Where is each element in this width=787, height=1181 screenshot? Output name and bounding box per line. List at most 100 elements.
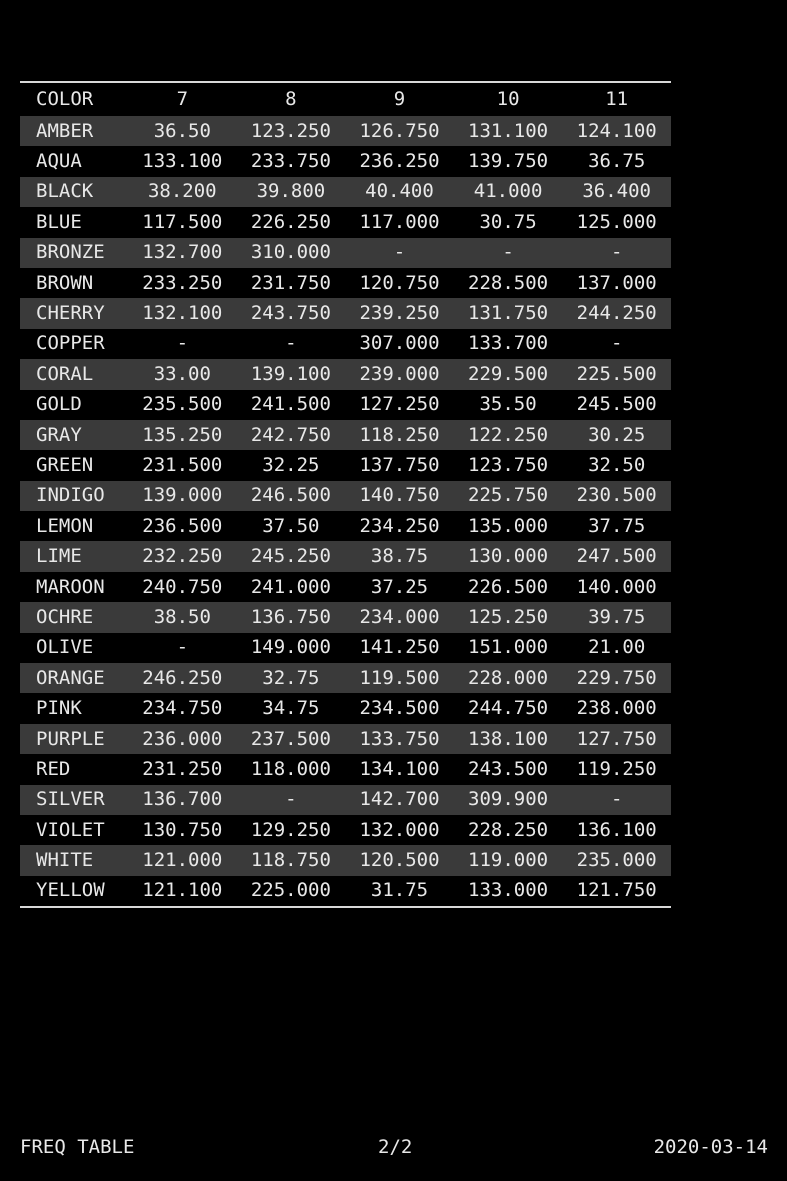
table-row: COPPER - - 307.000 133.700 - [20,328,671,360]
table-cell: 34.75 [262,697,320,720]
row-label: VIOLET [36,818,105,841]
page-number: 2/2 [378,1136,413,1158]
table-cell: 30.25 [588,423,646,446]
table-cell: 36.50 [153,119,211,142]
table-cell: 228.000 [468,666,549,689]
table-row: OCHRE 38.50 136.750 234.000 125.250 39.75 [20,602,671,633]
table-cell: 37.50 [262,514,320,537]
table-cell: 130.750 [142,818,223,841]
table-cell: - [393,241,406,264]
table-cell: 245.500 [576,393,657,416]
table-cell: 41.000 [473,180,543,203]
table-cell: 234.250 [359,514,440,537]
table-cell: 245.250 [250,545,331,568]
table-cell: 136.750 [250,605,331,628]
table-cell: 123.750 [468,453,549,476]
table-cell: 226.250 [250,210,331,233]
table-cell: 234.750 [142,697,223,720]
table-cell: 247.500 [576,545,657,568]
table-row: INDIGO 139.000 246.500 140.750 225.750 230.50… [20,480,671,512]
table-cell: 126.750 [359,119,440,142]
table-cell: 127.750 [576,727,657,750]
row-label: YELLOW [36,879,105,902]
table-cell: 142.700 [359,788,440,811]
column-header-11: 11 [605,88,629,110]
table-cell: 225.750 [468,484,549,507]
table-cell: 119.250 [576,757,657,780]
table-cell: 241.000 [250,575,331,598]
table-cell: 130.000 [468,545,549,568]
table-cell: 307.000 [359,332,440,355]
table-cell: 234.000 [359,605,440,628]
row-label: INDIGO [36,484,105,507]
column-header-10: 10 [496,88,520,110]
table-row: VIOLET 130.750 129.250 132.000 228.250 136.10… [20,814,671,846]
row-label: LEMON [36,514,94,537]
table-cell: 233.750 [250,150,331,173]
table-cell: 118.250 [359,423,440,446]
row-label: RED [36,757,71,780]
table-cell: 230.500 [576,484,657,507]
table-row: YELLOW 121.100 225.000 31.75 133.000 121.750 [20,875,671,908]
row-label: MAROON [36,575,105,598]
table-cell: 37.75 [588,514,646,537]
table-cell: 231.250 [142,757,223,780]
table-cell: 238.000 [576,697,657,720]
table-cell: 242.750 [250,423,331,446]
column-header-8: 8 [285,88,297,110]
row-label: CHERRY [36,302,105,325]
table-cell: 38.50 [153,605,211,628]
table-cell: 36.400 [582,180,651,203]
table-cell: 33.00 [153,362,211,385]
table-cell: 133.700 [468,332,549,355]
column-header-9: 9 [393,88,406,110]
row-label: COPPER [36,332,105,355]
table-cell: 30.75 [479,210,537,233]
table-row: LIME 232.250 245.250 38.75 130.000 247.500 [20,541,671,572]
freq-table: COLOR 7 8 9 10 11 AMBER 36.50 123.250 126.750 131… [20,81,671,909]
table-cell: 229.500 [468,362,549,385]
table-row: BRONZE 132.700 310.000 - - - [20,237,671,268]
table-cell: 21.00 [588,636,646,659]
table-cell: - [285,788,297,811]
table-body: AMBER 36.50 123.250 126.750 131.100 124.100 AQ… [20,116,671,908]
table-cell: 132.000 [359,818,440,841]
table-cell: 246.250 [142,666,223,689]
table-cell: 37.25 [370,575,429,598]
table-cell: 136.100 [576,818,657,841]
row-label: GREEN [36,453,94,476]
table-cell: 149.000 [250,636,331,659]
table-cell: 233.250 [142,271,223,294]
table-cell: 140.750 [359,484,440,507]
table-row: AMBER 36.50 123.250 126.750 131.100 124.100 [20,116,671,147]
table-cell: 237.500 [250,727,331,750]
table-cell: 137.000 [576,271,657,294]
table-cell: 32.50 [588,453,646,476]
table-cell: 228.250 [468,818,549,841]
table-cell: 123.250 [250,119,331,142]
table-cell: - [285,332,297,355]
row-label: WHITE [36,849,94,872]
table-cell: 121.100 [142,879,223,902]
table-cell: 236.000 [142,727,223,750]
table-cell: 125.000 [576,210,657,233]
table-cell: 243.750 [250,302,331,325]
table-cell: 133.750 [359,727,440,750]
table-row: GRAY 135.250 242.750 118.250 122.250 30.25 [20,419,671,451]
table-cell: 132.100 [142,302,223,325]
table-cell: 117.500 [142,210,223,233]
table-cell: 122.250 [468,423,549,446]
column-header-color: COLOR [36,88,94,110]
table-cell: 119.000 [468,849,549,872]
table-cell: 231.500 [142,453,223,476]
table-row: CHERRY 132.100 243.750 239.250 131.750 244.25… [20,298,671,329]
table-row: WHITE 121.000 118.750 120.500 119.000 235.000 [20,845,671,876]
table-cell: 121.750 [576,879,657,902]
row-label: GRAY [36,423,82,446]
table-cell: 31.75 [370,879,429,902]
table-cell: 151.000 [468,636,549,659]
table-cell: - [610,332,623,355]
table-row: AQUA 133.100 233.750 236.250 139.750 36.75 [20,146,671,177]
footer-date: 2020-03-14 [653,1136,768,1158]
table-cell: 134.100 [359,757,440,780]
